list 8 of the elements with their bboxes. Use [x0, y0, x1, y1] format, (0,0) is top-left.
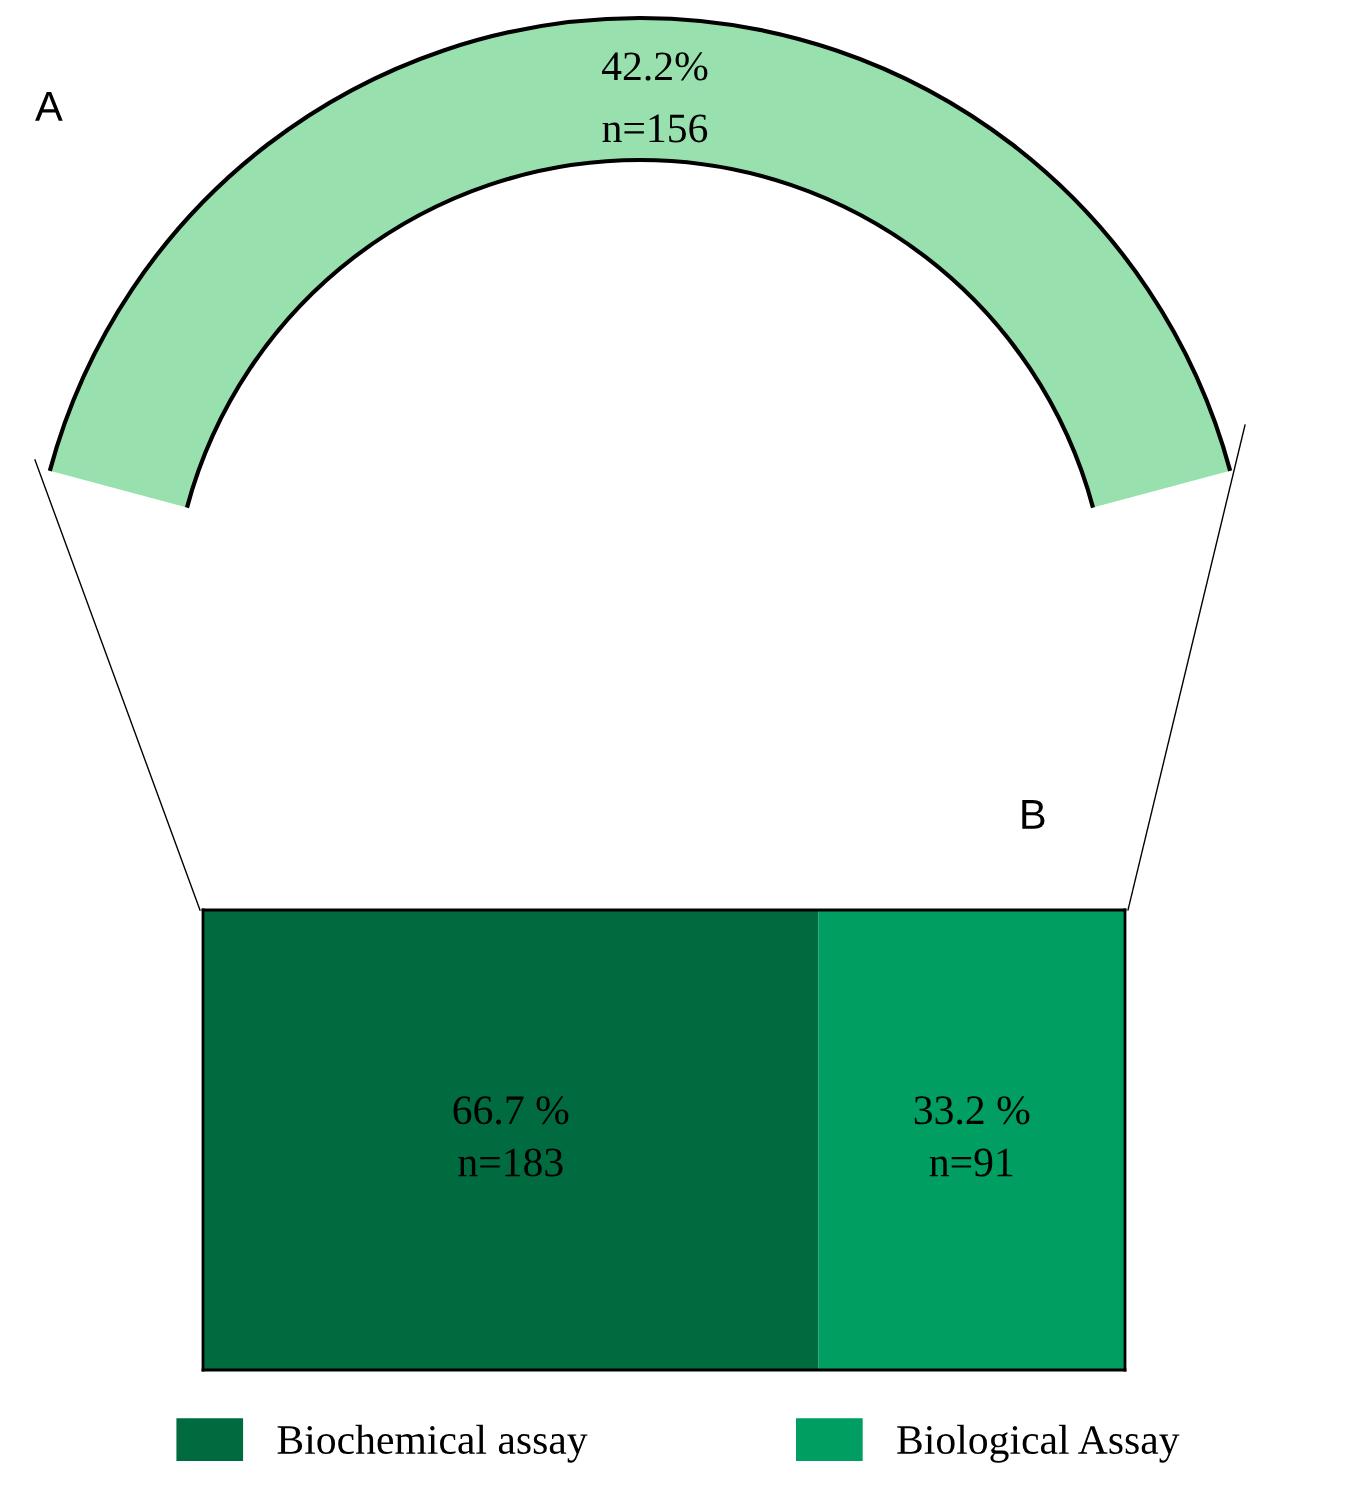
- legend-label: Biochemical assay: [277, 1424, 588, 1463]
- text: n=156: [602, 114, 708, 143]
- legend-label: Biological Assay: [897, 1424, 1180, 1463]
- text: A: [35, 92, 63, 121]
- chart-title: B: [1022, 800, 1045, 829]
- data-label: 33.2 % n=91: [914, 1096, 1030, 1177]
- data-label: 66.7 % n=183: [453, 1096, 569, 1177]
- text: 42.2%: [602, 52, 708, 81]
